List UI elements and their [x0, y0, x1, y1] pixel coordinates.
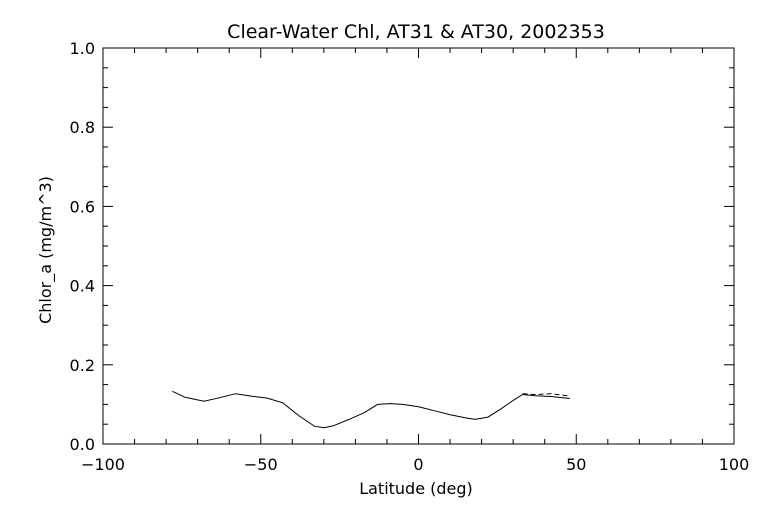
x-tick-label: −100 [81, 455, 125, 474]
series-line-dashed [522, 393, 570, 397]
series-lines [172, 390, 570, 429]
y-axis-ticks [103, 47, 734, 445]
plot-frame [102, 47, 735, 445]
x-tick-label: 50 [566, 455, 586, 474]
y-tick-label: 0.0 [70, 435, 95, 454]
y-tick-label: 0.6 [70, 197, 95, 216]
x-tick-label: 100 [719, 455, 750, 474]
chart-title: Clear-Water Chl, AT31 & AT30, 2002353 [227, 21, 605, 43]
x-axis-label: Latitude (deg) [359, 479, 473, 498]
x-tick-label: −50 [244, 455, 278, 474]
y-tick-label: 0.8 [70, 118, 95, 137]
x-axis-tick-labels: −100 −50 0 50 100 [81, 455, 749, 474]
x-tick-label: 0 [413, 455, 423, 474]
plot-frame-rect [102, 47, 735, 445]
y-tick-label: 1.0 [70, 39, 95, 58]
x-axis-ticks [102, 48, 735, 444]
series-line-solid [172, 390, 570, 429]
y-tick-label: 0.4 [70, 277, 95, 296]
y-axis-label: Chlor_a (mg/m^3) [36, 176, 56, 324]
y-tick-label: 0.2 [70, 356, 95, 375]
y-axis-tick-labels: 0.0 0.2 0.4 0.6 0.8 1.0 [70, 39, 95, 454]
